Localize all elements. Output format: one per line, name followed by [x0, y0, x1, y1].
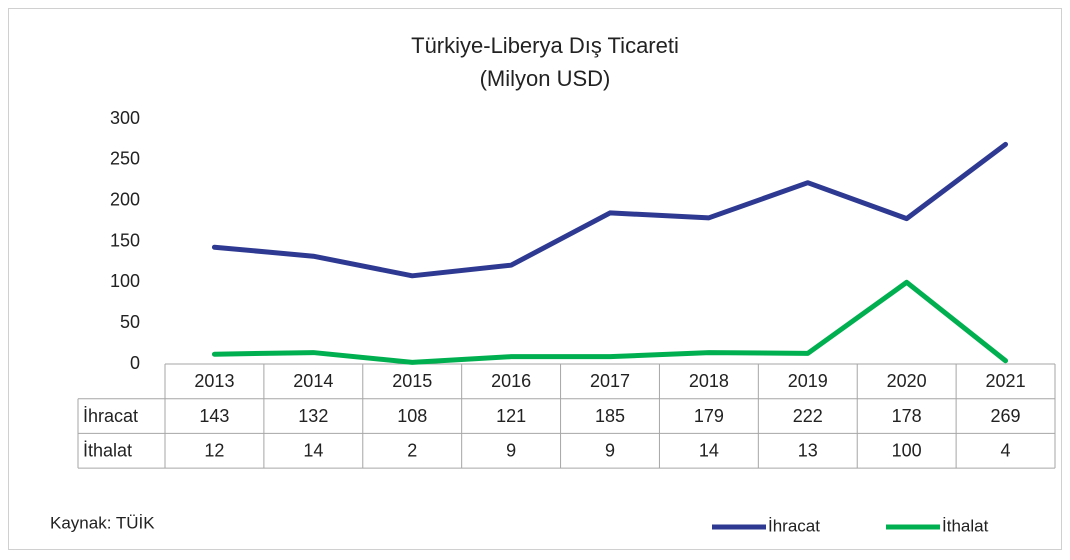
- x-tick-label: 2017: [590, 371, 630, 391]
- data-label: 108: [397, 406, 427, 426]
- y-tick-label: 50: [120, 312, 140, 332]
- y-tick-label: 100: [110, 271, 140, 291]
- data-label: 14: [303, 441, 323, 461]
- legend-label: İthalat: [942, 516, 989, 535]
- table-row-label: İhracat: [83, 406, 138, 426]
- data-label: 185: [595, 406, 625, 426]
- y-tick-label: 200: [110, 189, 140, 209]
- data-label: 9: [506, 441, 516, 461]
- x-tick-label: 2013: [194, 371, 234, 391]
- data-label: 2: [407, 441, 417, 461]
- chart-frame: [8, 8, 1062, 550]
- data-label: 132: [298, 406, 328, 426]
- x-tick-label: 2014: [293, 371, 333, 391]
- data-label: 13: [798, 441, 818, 461]
- chart-title: Türkiye-Liberya Dış Ticareti: [411, 33, 679, 58]
- y-tick-label: 0: [130, 353, 140, 373]
- x-tick-label: 2015: [392, 371, 432, 391]
- data-label: 121: [496, 406, 526, 426]
- y-tick-label: 150: [110, 230, 140, 250]
- data-label: 100: [892, 441, 922, 461]
- y-tick-label: 300: [110, 108, 140, 128]
- data-label: 143: [199, 406, 229, 426]
- data-label: 222: [793, 406, 823, 426]
- data-label: 14: [699, 441, 719, 461]
- data-label: 179: [694, 406, 724, 426]
- table-row-label: İthalat: [83, 441, 132, 461]
- source-note: Kaynak: TÜİK: [50, 513, 155, 532]
- data-label: 4: [1001, 441, 1011, 461]
- data-label: 178: [892, 406, 922, 426]
- series-line: [211, 279, 1009, 365]
- x-tick-label: 2018: [689, 371, 729, 391]
- chart-subtitle: (Milyon USD): [480, 66, 611, 91]
- data-label: 269: [991, 406, 1021, 426]
- x-tick-label: 2019: [788, 371, 828, 391]
- series-line: [211, 141, 1009, 279]
- data-label: 9: [605, 441, 615, 461]
- data-label: 12: [204, 441, 224, 461]
- x-tick-label: 2016: [491, 371, 531, 391]
- legend-label: İhracat: [768, 516, 820, 535]
- x-tick-label: 2020: [887, 371, 927, 391]
- y-tick-label: 250: [110, 149, 140, 169]
- x-tick-label: 2021: [986, 371, 1026, 391]
